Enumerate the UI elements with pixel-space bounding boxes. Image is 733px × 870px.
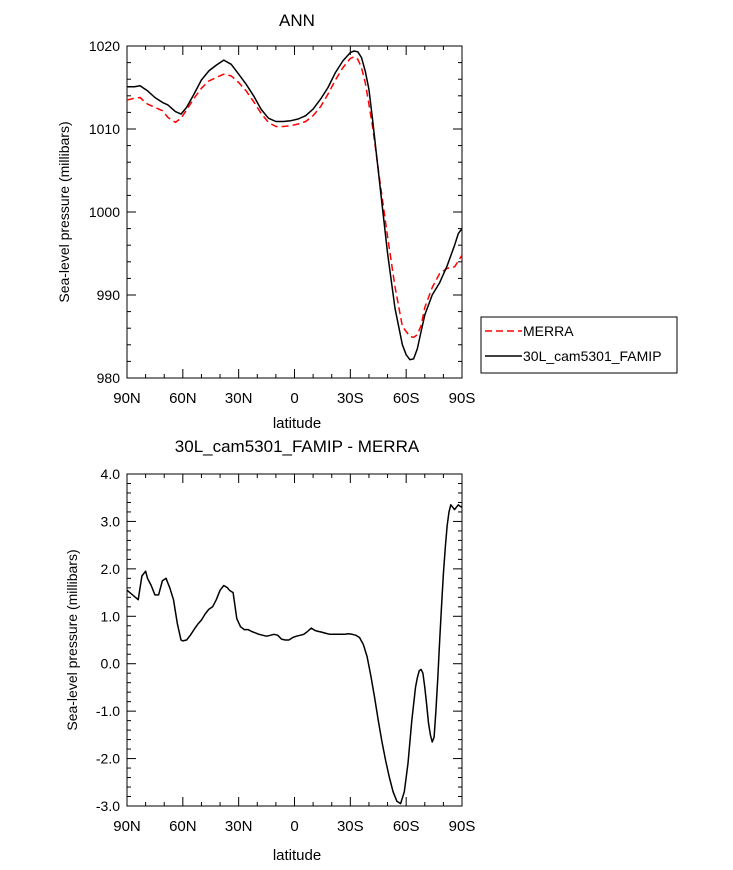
x-tick-label: 0 — [290, 390, 298, 407]
bottom-plot-frame — [126, 473, 463, 807]
top-series-group — [126, 50, 463, 361]
top-x-axis: 90N 60N 30N 0 30S 60S 90S — [113, 46, 475, 407]
x-tick-label: 30S — [337, 818, 364, 835]
legend-label-model: 30L_cam5301_FAMIP — [523, 348, 662, 364]
top-y-axis-label: Sea-level pressure (millibars) — [56, 121, 72, 302]
top-y-axis: 980 990 1000 1010 1020 — [89, 38, 462, 386]
y-tick-label: -1.0 — [96, 703, 120, 719]
bottom-chart-title: 30L_cam5301_FAMIP - MERRA — [175, 437, 420, 456]
y-tick-label: 0.0 — [101, 656, 121, 672]
x-tick-label: 90N — [113, 390, 141, 407]
y-tick-label: 3.0 — [101, 513, 121, 529]
x-tick-label: 90N — [113, 818, 141, 835]
y-tick-label: 980 — [97, 370, 121, 386]
x-tick-label: 60N — [169, 818, 197, 835]
y-tick-label: 1020 — [89, 38, 120, 54]
y-tick-label: 2.0 — [101, 561, 121, 577]
bottom-y-axis-label: Sea-level pressure (millibars) — [64, 549, 80, 730]
series-line-30l-cam5301-famip — [127, 50, 463, 361]
y-tick-label: -2.0 — [96, 751, 120, 767]
bottom-x-axis-label: latitude — [273, 847, 321, 864]
x-tick-label: 60S — [393, 818, 420, 835]
x-tick-label: 30N — [225, 390, 253, 407]
y-tick-label: 1.0 — [101, 608, 121, 624]
x-tick-label: 30N — [225, 818, 253, 835]
bottom-x-axis: 90N 60N 30N 0 30S 60S 90S — [113, 474, 475, 835]
top-plot-frame — [126, 45, 463, 379]
legend: MERRA 30L_cam5301_FAMIP — [480, 316, 678, 374]
y-tick-label: 4.0 — [101, 466, 121, 482]
y-tick-label: 990 — [97, 287, 121, 303]
series-line-merra — [126, 56, 463, 339]
bottom-y-axis: -3.0 -2.0 -1.0 0.0 1.0 2.0 3.0 4.0 — [96, 466, 462, 814]
legend-label-merra: MERRA — [523, 323, 574, 339]
x-tick-label: 0 — [290, 818, 298, 835]
series-line-30l-cam5301-famip-merra — [126, 504, 463, 805]
y-tick-label: -3.0 — [96, 798, 120, 814]
x-tick-label: 90S — [449, 390, 476, 407]
legend-box — [480, 316, 678, 374]
bottom-series-group — [126, 504, 463, 805]
panel-bottom: 30L_cam5301_FAMIP - MERRA -3.0 -2.0 -1.0 0.… — [64, 437, 475, 864]
top-chart-title: ANN — [279, 11, 315, 30]
x-tick-label: 60N — [169, 390, 197, 407]
top-x-axis-label: latitude — [273, 415, 321, 432]
x-tick-label: 90S — [449, 818, 476, 835]
y-tick-label: 1010 — [89, 121, 120, 137]
x-tick-label: 60S — [393, 390, 420, 407]
y-tick-label: 1000 — [89, 204, 120, 220]
x-tick-label: 30S — [337, 390, 364, 407]
